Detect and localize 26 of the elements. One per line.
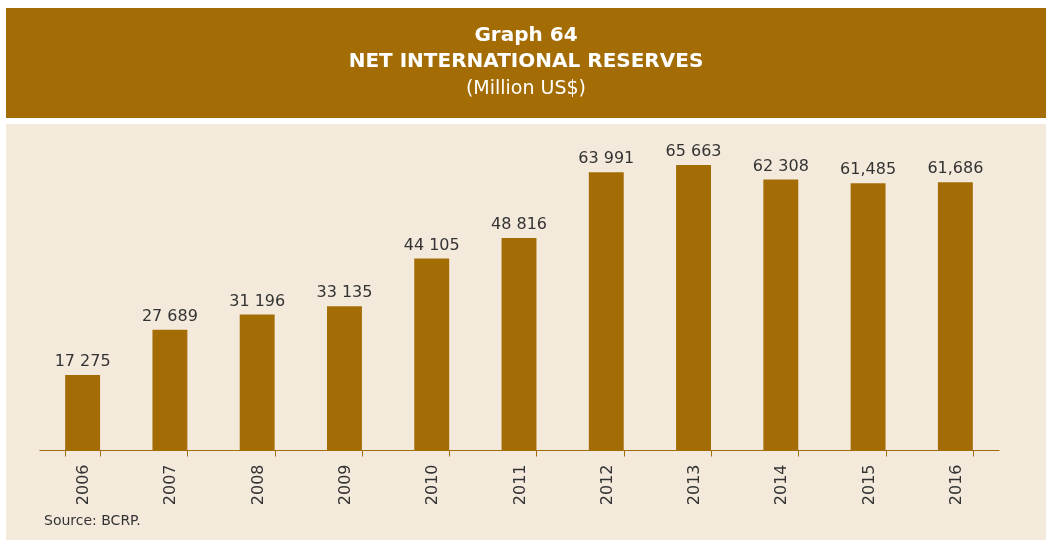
x-tick-label: 2010 xyxy=(422,464,442,506)
x-tick-label: 2014 xyxy=(771,464,791,506)
data-label: 65 663 xyxy=(665,141,722,160)
x-tick-label: 2007 xyxy=(160,464,180,506)
chart-title: Graph 64 xyxy=(473,22,579,46)
data-label: 44 105 xyxy=(403,234,460,254)
data-label: 33 135 xyxy=(316,282,373,302)
source-note: Source: BCRP. xyxy=(44,512,141,528)
data-label: 63 991 xyxy=(578,148,635,168)
data-label: 48 816 xyxy=(491,214,547,234)
x-tick-label: 2016 xyxy=(945,464,965,506)
x-tick-label: 2012 xyxy=(596,464,616,506)
x-tick-label: 2006 xyxy=(73,464,93,506)
x-tick-label: 2009 xyxy=(334,464,354,506)
chart-subtitle: NET INTERNATIONAL RESERVES xyxy=(347,48,705,72)
data-label: 61,485 xyxy=(840,159,897,179)
data-label: 62 308 xyxy=(752,155,809,175)
data-label: 27 689 xyxy=(141,305,198,325)
x-tick-label: 2015 xyxy=(858,464,878,506)
data-label: 31 196 xyxy=(229,290,286,310)
x-tick-label: 2011 xyxy=(509,464,529,506)
x-tick-label: 2013 xyxy=(684,464,704,506)
data-label: 61,686 xyxy=(927,158,984,178)
text: (Million US$) xyxy=(464,76,588,98)
x-tick-label: 2008 xyxy=(247,464,267,506)
data-label: 17 275 xyxy=(54,351,111,371)
